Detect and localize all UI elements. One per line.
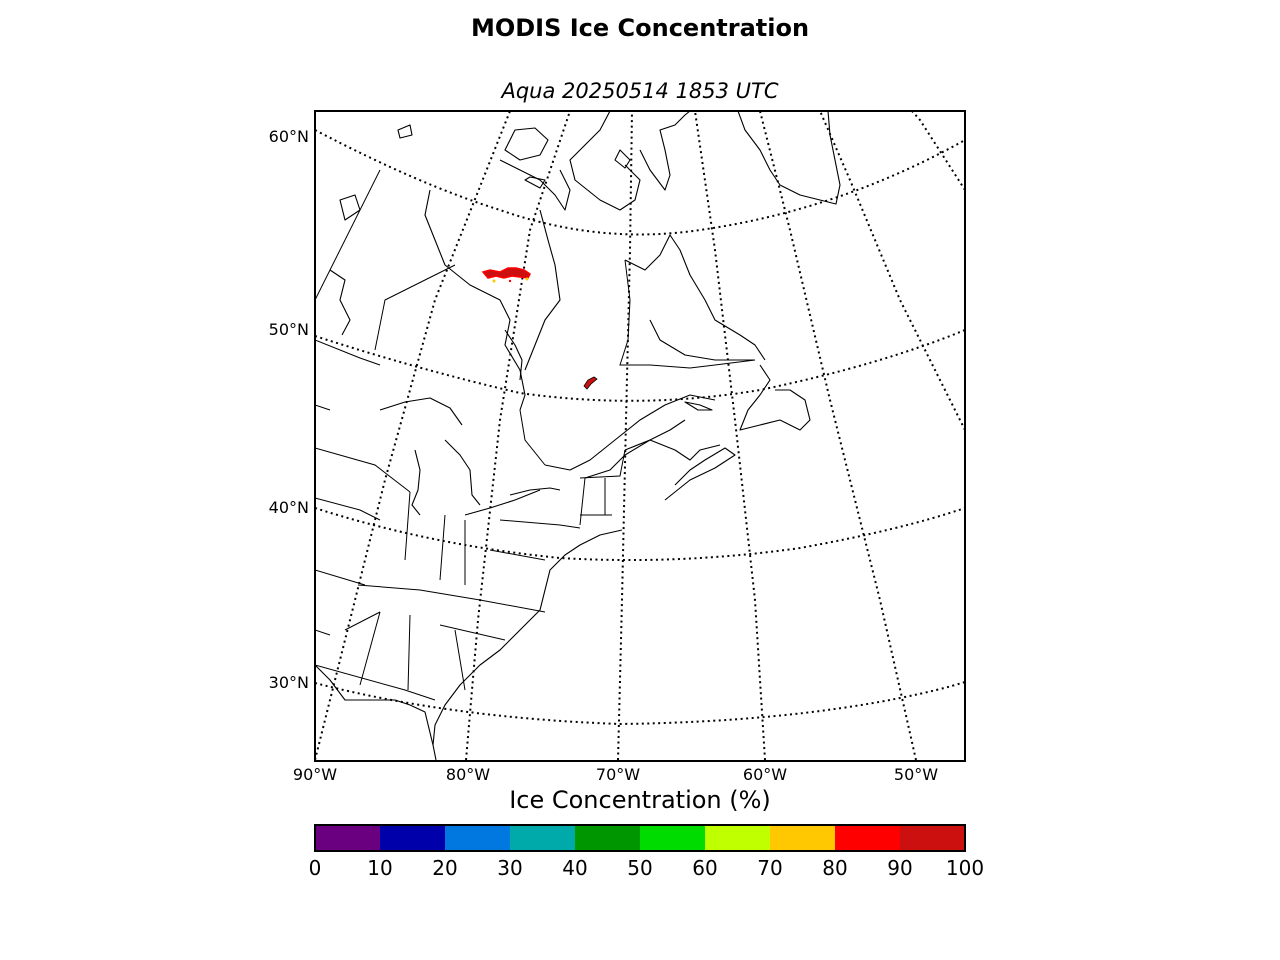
lake-ontario: [509, 487, 561, 496]
nova-scotia-coast: [664, 447, 736, 501]
border-nunavut-manitoba: [315, 169, 381, 301]
meridian-70w: [617, 111, 633, 761]
lon-label-60w: 60°W: [743, 765, 787, 784]
border-quebec-ontario: [519, 409, 546, 466]
ice-speck: [492, 279, 496, 283]
coastlines: [315, 111, 841, 761]
ice-concentration-layer: [481, 267, 598, 390]
border-ontario-manitoba: [374, 264, 456, 351]
james-bay: [504, 329, 523, 381]
meridian-60w: [694, 111, 766, 761]
hudson-bay-coast: [424, 189, 526, 411]
anticosti-island: [684, 401, 713, 411]
west-coast-inlets: [329, 269, 351, 336]
lon-label-70w: 70°W: [596, 765, 640, 784]
lon-label-80w: 80°W: [446, 765, 490, 784]
ice-speck: [508, 279, 512, 283]
political-borders: [315, 169, 756, 701]
parallel-30n: [315, 681, 965, 726]
newfoundland-coast: [739, 364, 811, 431]
baffin-coast: [639, 111, 691, 191]
lake-michigan: [411, 449, 421, 516]
lake-huron: [444, 439, 481, 506]
lon-label-50w: 50°W: [894, 765, 938, 784]
parallel-50n: [315, 329, 965, 402]
border-us-canada-east: [579, 449, 626, 479]
border-quebec-labrador: [619, 259, 756, 369]
lake-superior: [379, 397, 463, 426]
meridians: [315, 111, 965, 761]
arctic-island-2: [524, 176, 546, 189]
us-state-borders-south: [315, 611, 506, 701]
lat-label-40n: 40°N: [269, 498, 309, 517]
lat-label-30n: 30°N: [269, 673, 309, 692]
meridian-30w: [911, 111, 965, 191]
gulf-coast: [315, 664, 434, 746]
map-frame: [314, 110, 966, 762]
ice-patch-hudson-bay: [481, 267, 531, 279]
lat-label-60n: 60°N: [269, 127, 309, 146]
us-state-borders-north: [315, 404, 411, 521]
baffin-south: [569, 111, 641, 211]
st-lawrence-coast: [544, 394, 716, 471]
arctic-island-3: [397, 124, 413, 139]
new-brunswick: [624, 439, 721, 461]
hudson-bay-east: [524, 209, 561, 371]
ice-speck: [525, 277, 529, 281]
us-east-coast: [432, 529, 623, 761]
arctic-island-1: [504, 127, 549, 161]
meridian-80w: [465, 111, 571, 761]
meridian-50w: [759, 111, 917, 761]
us-state-borders-mid: [315, 491, 546, 613]
meridian-40w: [819, 111, 965, 431]
arctic-island-4: [614, 149, 631, 169]
ice-patch-quebec-lake: [583, 376, 598, 390]
chart-title: MODIS Ice Concentration: [470, 14, 810, 42]
us-state-borders-east: [489, 477, 612, 561]
colorbar-label: Ice Concentration (%): [509, 786, 771, 814]
map-background: [315, 111, 965, 761]
st-lawrence-south: [584, 419, 686, 479]
labrador-inner: [649, 319, 755, 361]
lat-label-50n: 50°N: [269, 320, 309, 339]
lake-erie: [464, 489, 541, 516]
parallels: [315, 129, 965, 726]
lon-label-90w: 90°W: [293, 765, 337, 784]
labrador-coast: [624, 234, 766, 361]
hudson-strait: [499, 159, 571, 211]
border-us-canada: [315, 339, 381, 366]
chart-subtitle: Aqua 20250514 1853 UTC: [501, 79, 779, 103]
parallel-60n: [315, 129, 965, 236]
greenland-coast: [737, 111, 841, 205]
